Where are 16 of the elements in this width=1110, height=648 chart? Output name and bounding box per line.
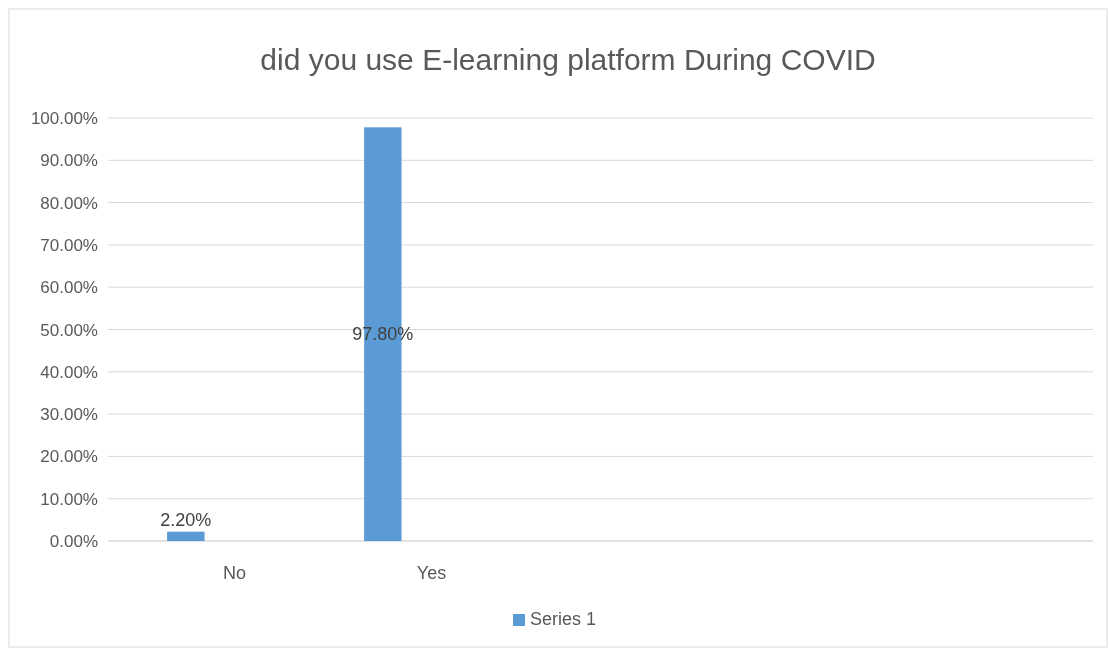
y-tick-label: 0.00% bbox=[49, 532, 98, 551]
x-tick-label: Yes bbox=[416, 563, 447, 583]
y-tick-label: 20.00% bbox=[40, 447, 98, 467]
text: 2.20% bbox=[160, 509, 212, 530]
y-tick-label: 50.00% bbox=[40, 320, 98, 340]
legend-label: Series 1 bbox=[530, 609, 597, 629]
y-tick-label: 60.00% bbox=[40, 278, 98, 298]
y-tick-label: 100.00% bbox=[30, 109, 98, 128]
y-tick-label: 70.00% bbox=[40, 235, 98, 255]
x-tick-label: No bbox=[222, 563, 247, 583]
y-tick-label: 10.00% bbox=[40, 489, 98, 509]
y-tick-label: 40.00% bbox=[40, 362, 98, 382]
y-tick-label: 80.00% bbox=[40, 193, 98, 213]
y-tick-label: 90.00% bbox=[40, 151, 98, 171]
chart-title: did you use E-learning platform During COVID bbox=[260, 43, 876, 76]
y-tick-label: 30.00% bbox=[40, 405, 98, 425]
